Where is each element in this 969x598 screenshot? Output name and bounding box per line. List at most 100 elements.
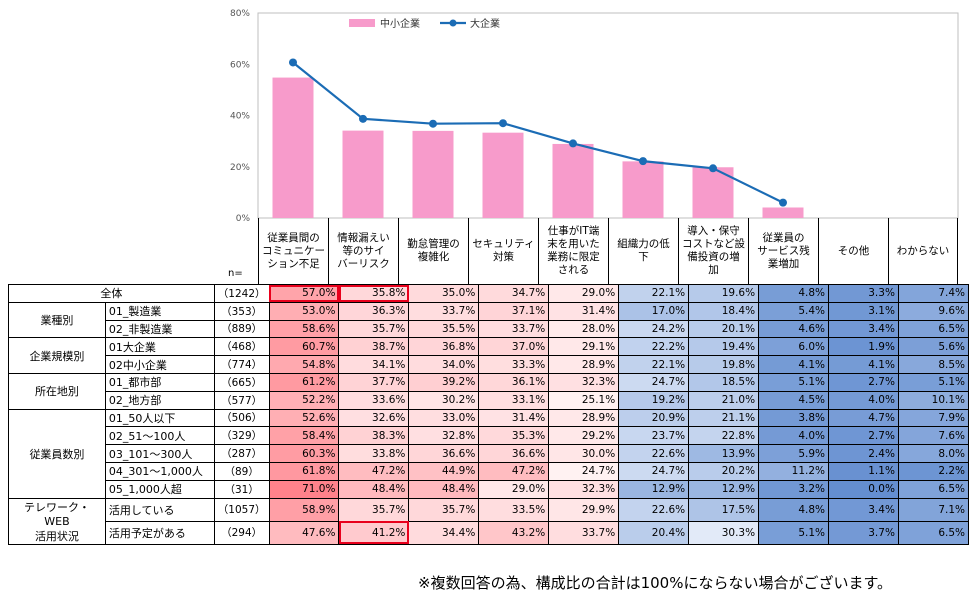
- table-cell: 19.2%: [618, 390, 690, 410]
- table-cell: 9.6%: [897, 301, 969, 321]
- table-cell: 3.4%: [828, 497, 899, 522]
- row-label: 05_1,000人超: [104, 479, 215, 499]
- n-cell: （506）: [213, 408, 270, 428]
- table-cell: 28.9%: [548, 355, 620, 374]
- table-cell: 24.7%: [618, 461, 690, 481]
- legend-label-bar: 中小企業: [380, 17, 420, 30]
- table-cell: 22.1%: [618, 355, 690, 374]
- line-point: [709, 164, 717, 173]
- table-cell: 33.7%: [478, 319, 550, 339]
- group-label: 業種別: [8, 301, 106, 339]
- table-cell: 5.4%: [758, 301, 830, 321]
- table-cell: 35.0%: [408, 284, 480, 303]
- table-cell: 3.1%: [828, 301, 899, 321]
- table-cell: 18.5%: [688, 372, 760, 392]
- n-cell: （577）: [213, 390, 270, 410]
- table-cell: 1.1%: [828, 461, 899, 481]
- line-point: [569, 139, 577, 148]
- n-label: n=: [228, 268, 243, 279]
- group-label: テレワーク・WEB 活用状況: [8, 497, 106, 545]
- table-cell: 52.6%: [268, 408, 340, 428]
- table-cell: 3.4%: [828, 319, 899, 339]
- table-cell: 57.0%: [268, 284, 340, 303]
- table-cell: 30.2%: [408, 390, 480, 410]
- table-row: 活用予定がある （294） 47.6% 41.2% 34.4% 43.2% 33.7% 20.…: [9, 520, 969, 545]
- table-cell: 8.5%: [897, 355, 969, 374]
- table-cell: 47.2%: [478, 461, 550, 481]
- table-cell: 36.1%: [478, 372, 550, 392]
- table-cell: 20.4%: [618, 520, 690, 545]
- column-header: 情報漏えい 等のサイ バーリスク: [328, 218, 398, 284]
- footnote: ※複数回答の為、構成比の合計は100%にならない場合がございます。: [418, 574, 892, 592]
- table-cell: 60.3%: [268, 444, 340, 463]
- legend-swatch-point: [449, 19, 457, 27]
- table-row: 企業規模別 01大企業 （468） 60.7% 38.7% 36.8% 37.0% 29.1%…: [8, 337, 969, 374]
- table-cell: 61.8%: [268, 461, 340, 481]
- data-table: 全体 （1242） 57.0% 35.8% 35.0% 34.7% 29.0% 22.1% 19…: [8, 284, 969, 545]
- table-cell: 6.5%: [897, 479, 969, 499]
- bar: [482, 132, 524, 218]
- row-label: 全体: [8, 284, 215, 303]
- table-cell: 33.1%: [478, 390, 550, 410]
- table-cell: 24.7%: [548, 461, 620, 481]
- column-header: 組織力の低 下: [608, 218, 678, 284]
- table-cell: 3.7%: [828, 520, 899, 545]
- table-cell: 48.4%: [408, 479, 480, 499]
- row-label: 02_51～100人: [104, 426, 215, 446]
- bar: [342, 130, 384, 218]
- table-cell: 7.1%: [897, 497, 969, 522]
- table-cell: 34.0%: [408, 355, 480, 374]
- table-row: 業種別 01_製造業 （353） 53.0% 36.3% 33.7% 37.1% 31.4% 1…: [8, 301, 969, 339]
- table-cell: 5.1%: [758, 372, 830, 392]
- table-cell: 32.8%: [408, 426, 480, 446]
- row-label: 03_101～300人: [104, 444, 215, 463]
- table-cell: 29.1%: [548, 337, 620, 357]
- line-point: [499, 119, 507, 128]
- table-cell: 24.7%: [618, 372, 690, 392]
- table-cell: 20.1%: [688, 319, 760, 339]
- table-cell: 36.6%: [478, 444, 550, 463]
- table-cell: 19.6%: [688, 284, 760, 303]
- table-cell: 7.4%: [897, 284, 969, 303]
- n-cell: （889）: [213, 319, 270, 339]
- table-row: 02_非製造業 （889） 58.6% 35.7% 35.5% 33.7% 28.0% 24.…: [9, 319, 969, 339]
- line-point: [429, 119, 437, 128]
- table-cell: 6.5%: [897, 319, 969, 339]
- n-cell: （1057）: [213, 497, 270, 522]
- table-cell: 71.0%: [268, 479, 340, 499]
- table-cell: 21.0%: [688, 390, 760, 410]
- table-cell: 5.6%: [897, 337, 969, 357]
- table-cell: 52.2%: [268, 390, 340, 410]
- line-point: [359, 114, 367, 123]
- table-cell: 19.8%: [688, 355, 760, 374]
- n-cell: （665）: [213, 372, 270, 392]
- table-cell: 36.3%: [338, 301, 410, 321]
- table-cell: 47.6%: [268, 520, 340, 545]
- column-header: 従業員の サービス残 業増加: [748, 218, 818, 284]
- table-cell: 4.8%: [758, 497, 830, 522]
- table-cell: 37.0%: [478, 337, 550, 357]
- table-cell: 30.3%: [688, 520, 760, 545]
- table-cell: 3.3%: [828, 284, 899, 303]
- legend-label-line: 大企業: [470, 17, 500, 30]
- column-header: その他: [818, 218, 888, 284]
- table-cell: 3.2%: [758, 479, 830, 499]
- table-cell: 41.2%: [338, 520, 410, 545]
- table-cell: 32.6%: [338, 408, 410, 428]
- table-row: 所在地別 01_都市部 （665） 61.2% 37.7% 39.2% 36.1% 32.3%…: [8, 372, 969, 410]
- table-cell: 31.4%: [478, 408, 550, 428]
- y-tick-label: 80%: [230, 9, 250, 19]
- table-row: 02_地方部 （577） 52.2% 33.6% 30.2% 33.1% 25.1% 19.2…: [9, 390, 969, 410]
- n-cell: （353）: [213, 301, 270, 321]
- table-cell: 20.9%: [618, 408, 690, 428]
- row-label: 01_都市部: [104, 372, 215, 392]
- n-cell: （287）: [213, 444, 270, 463]
- table-cell: 3.8%: [758, 408, 830, 428]
- table-cell: 61.2%: [268, 372, 340, 392]
- series-line: [292, 61, 784, 204]
- bar: [272, 77, 314, 218]
- row-label: 01_50人以下: [104, 408, 215, 428]
- table-cell: 2.7%: [828, 426, 899, 446]
- table-cell: 10.1%: [897, 390, 969, 410]
- table-cell: 58.6%: [268, 319, 340, 339]
